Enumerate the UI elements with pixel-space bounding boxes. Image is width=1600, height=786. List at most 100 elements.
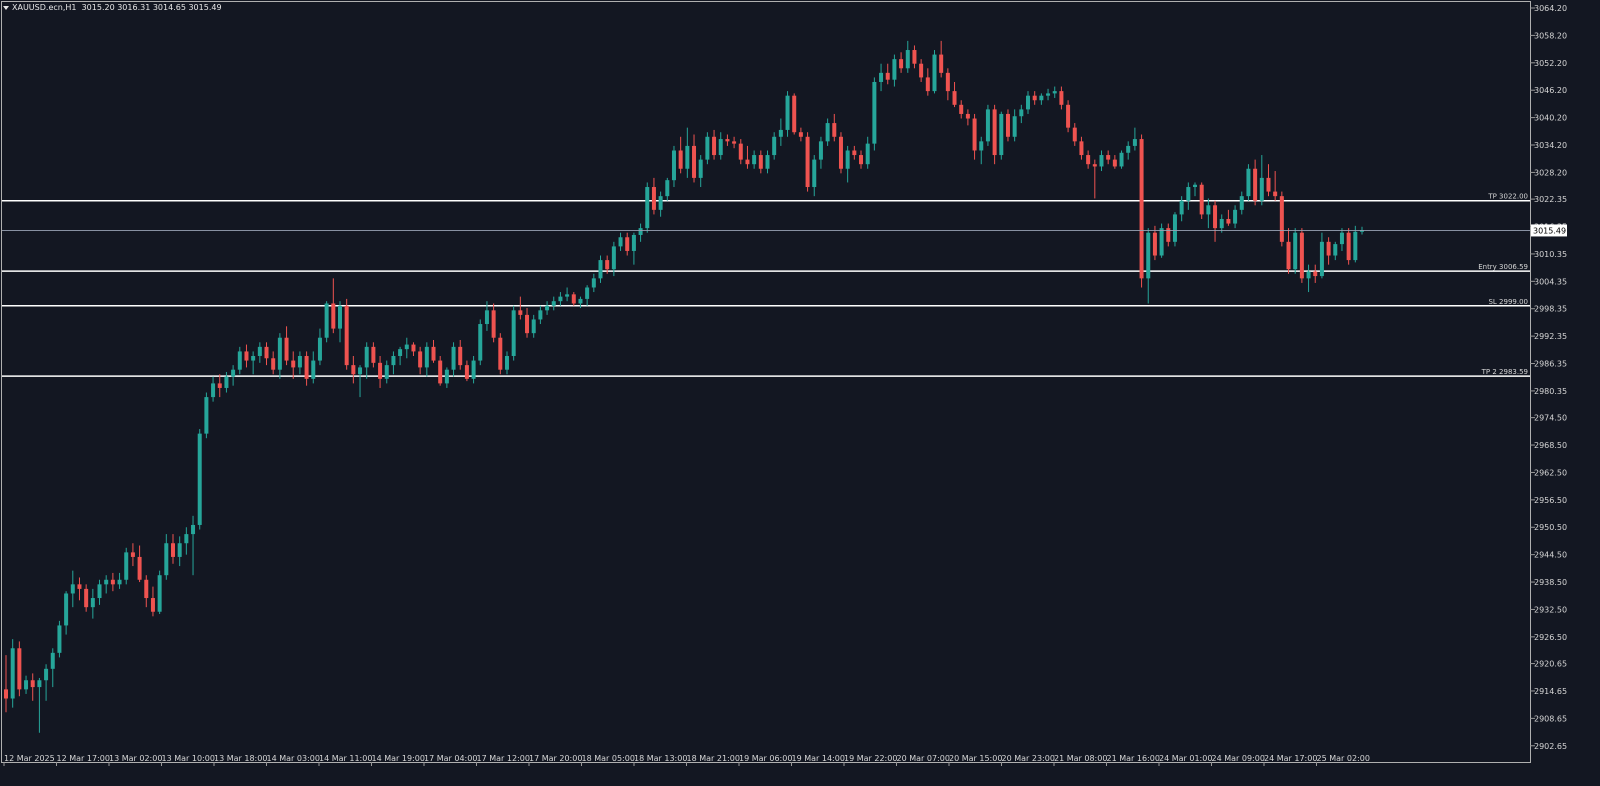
candle-body [892,59,897,80]
candle-body [1266,177,1271,192]
candle-body [317,337,322,361]
candle-body [1219,218,1224,229]
candle-body [204,397,209,434]
y-tick-label: 2974.50 [1534,414,1567,423]
candle-body [765,155,770,169]
candle-body [705,136,710,160]
candle-body [184,534,189,544]
candle-body [758,155,763,169]
x-tick-label: 25 Mar 02:00 [1317,754,1370,763]
y-tick-label: 2926.50 [1534,633,1567,642]
candle-body [752,155,757,165]
candle-body [571,294,576,304]
chevron-down-icon[interactable] [3,5,9,10]
candle-body [718,139,723,156]
x-tick-label: 17 Mar 04:00 [424,754,477,763]
candle-body [692,145,697,178]
candle-body [304,355,309,379]
candle-body [939,54,944,73]
candle-body [24,680,29,690]
candle-body [277,337,282,370]
x-tick-label: 17 Mar 20:00 [529,754,582,763]
candle-body [625,237,630,251]
candle-body [965,113,970,119]
candle-body [378,362,383,379]
candle-body [945,72,950,92]
candle-body [1072,127,1077,142]
candle-body [498,337,503,370]
y-tick-label: 2938.50 [1534,578,1567,587]
candle-body [1059,91,1064,105]
candle-body [912,50,917,64]
level-label: Entry 3006.59 [1478,263,1528,271]
candle-body [1226,218,1231,224]
candle-body [291,360,296,368]
candle-body [90,598,95,608]
current-price-label: 3015.49 [1533,226,1566,235]
y-tick-label: 3046.20 [1534,86,1567,95]
x-tick-label: 13 Mar 10:00 [162,754,215,763]
x-tick-label: 14 Mar 03:00 [267,754,320,763]
x-tick-label: 13 Mar 02:00 [109,754,162,763]
candle-body [1353,231,1358,261]
candle-body [1319,241,1324,277]
candle-body [885,72,890,80]
candle-body [1126,145,1131,153]
candle-body [825,123,830,142]
y-tick-label: 2962.50 [1534,468,1567,477]
candle-body [57,625,62,653]
y-tick-label: 2956.50 [1534,496,1567,505]
candle-body [17,648,22,690]
candle-body [551,301,556,306]
candle-body [50,652,55,669]
candle-body [1333,244,1338,256]
candle-body [344,305,349,366]
candle-body [1213,205,1218,229]
candle-body [157,575,162,612]
x-tick-label: 20 Mar 07:00 [897,754,950,763]
candle-body [865,143,870,165]
candle-body [84,588,89,608]
candle-body [879,72,884,82]
candle-body [1186,187,1191,201]
candle-body [1253,168,1258,201]
x-tick-label: 20 Mar 23:00 [1002,754,1055,763]
candle-body [838,136,843,169]
y-tick-label: 2914.65 [1534,687,1567,696]
x-tick-label: 24 Mar 09:00 [1212,754,1265,763]
candle-body [1039,95,1044,101]
level-label: TP 2 2983.59 [1481,368,1528,376]
y-tick-label: 3064.20 [1534,4,1567,13]
candle-body [1052,91,1057,94]
x-tick-label: 18 Mar 21:00 [687,754,740,763]
candle-body [137,556,142,580]
candle-body [1206,205,1211,215]
candle-body [545,305,550,311]
candle-body [805,136,810,188]
x-tick-label: 19 Mar 06:00 [739,754,792,763]
candle-body [4,689,8,699]
candle-body [905,50,910,69]
candle-body [231,369,236,377]
candle-body [1326,241,1331,256]
candle-body [1293,232,1298,270]
x-tick-label: 20 Mar 15:00 [949,754,1002,763]
y-tick-label: 2920.65 [1534,660,1567,669]
candle-body [1166,228,1171,242]
candle-body [418,351,423,368]
candle-body [732,141,737,144]
candle-body [364,346,369,368]
candle-body [618,237,623,247]
candle-body [1119,152,1124,167]
y-tick-label: 3058.20 [1534,31,1567,40]
candle-body [130,552,135,557]
candle-body [197,433,202,525]
candle-body [1146,232,1151,279]
chart-header: XAUUSD.ecn,H1 3015.20 3016.31 3014.65 30… [3,3,222,12]
candle-body [611,246,616,270]
candle-body [424,346,429,368]
candle-body [1032,95,1037,101]
candle-body [284,337,289,361]
candle-body [645,187,650,229]
